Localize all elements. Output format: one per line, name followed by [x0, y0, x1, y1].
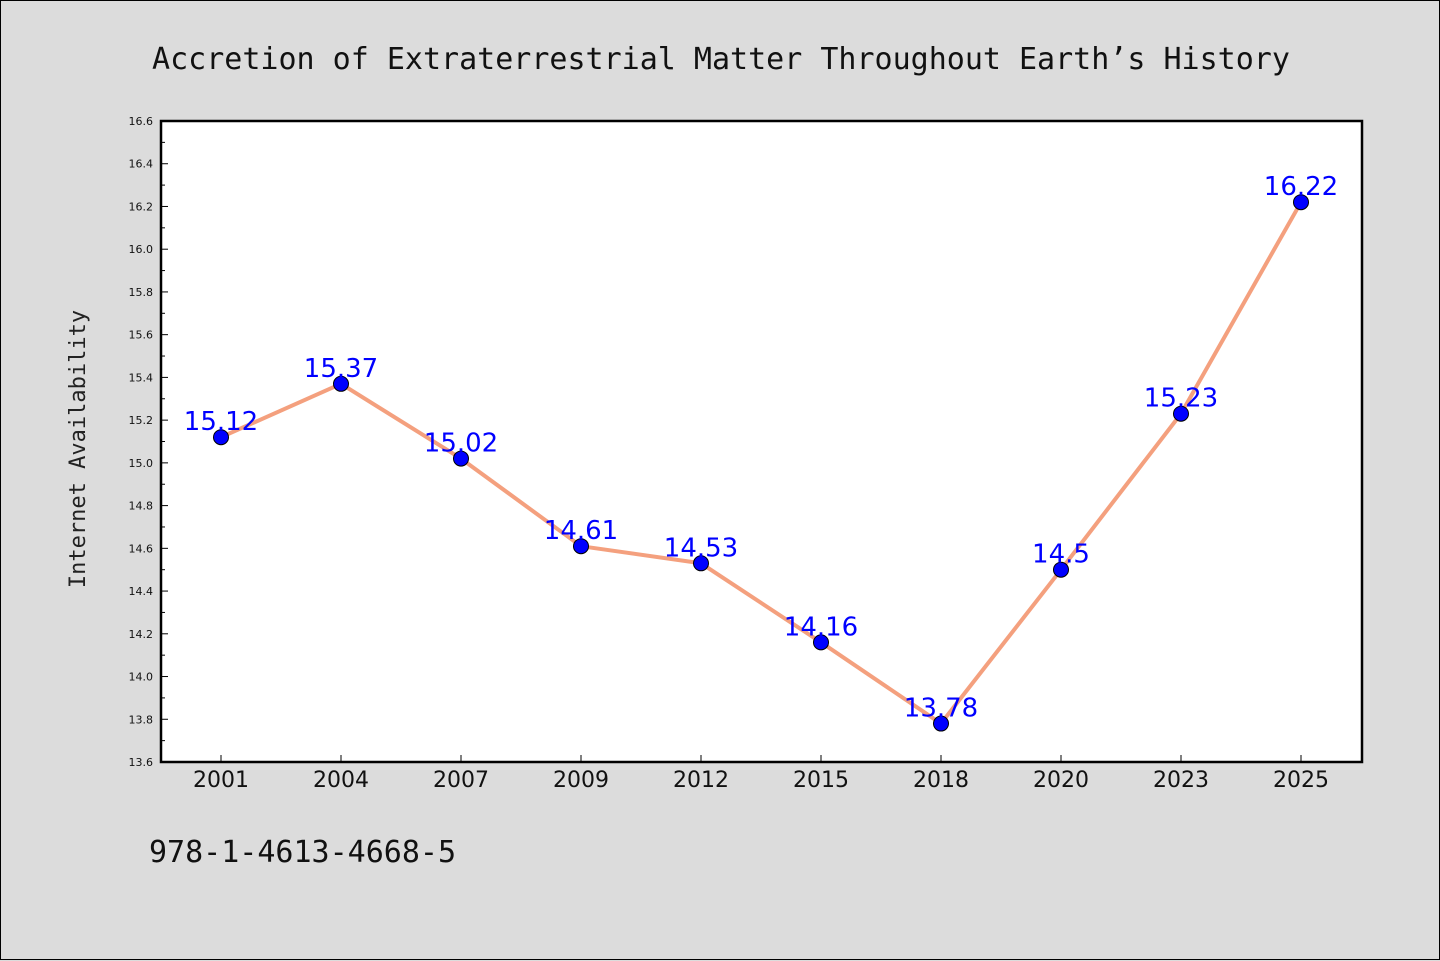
y-tick-label: 14.2	[129, 628, 154, 641]
data-point	[813, 634, 829, 651]
data-label: 15.23	[1144, 384, 1218, 414]
y-tick-label: 15.8	[129, 286, 154, 299]
y-tick-label: 14.6	[129, 542, 154, 555]
y-tick-label: 13.8	[129, 713, 154, 726]
data-label: 15.12	[184, 407, 258, 437]
chart-title: Accretion of Extraterrestrial Matter Thr…	[152, 42, 1290, 77]
series-line-group	[219, 200, 1303, 726]
y-tick-label: 15.2	[129, 414, 154, 427]
data-label: 15.02	[424, 429, 498, 459]
data-point	[1053, 561, 1069, 578]
data-label: 16.22	[1264, 172, 1338, 202]
x-tick-label: 2012	[673, 768, 729, 793]
data-label: 15.37	[304, 354, 378, 384]
series-line	[219, 200, 1303, 726]
y-tick-label: 15.0	[129, 457, 154, 470]
y-tick-label: 14.0	[129, 671, 154, 684]
x-tick-label: 2023	[1153, 768, 1209, 793]
x-tick-label: 2015	[793, 768, 849, 793]
data-point	[453, 450, 469, 467]
plot-area	[159, 119, 1364, 764]
y-tick-label: 14.8	[129, 500, 154, 513]
data-point	[933, 715, 949, 732]
y-axis-label: Internet Availability	[66, 310, 91, 588]
x-tick-label: 2004	[313, 768, 369, 793]
data-label: 14.61	[544, 516, 618, 546]
x-tick-label: 2020	[1033, 768, 1089, 793]
x-tick-label: 2007	[433, 768, 489, 793]
y-tick-label: 16.0	[129, 243, 154, 256]
x-tick-label: 2018	[913, 768, 969, 793]
data-label: 14.53	[664, 533, 738, 563]
data-points	[213, 194, 1309, 732]
data-point	[573, 538, 589, 555]
x-tick-label: 2025	[1273, 768, 1329, 793]
y-tick-label: 15.6	[129, 329, 154, 342]
y-axis-ticks: 13.6 13.8 14.0 14.2 14.4 14.6 14.8 15.0 15.2 15.4…	[129, 115, 168, 769]
y-tick-label: 13.6	[129, 756, 154, 769]
data-point	[333, 375, 349, 392]
y-tick-label: 14.4	[129, 585, 154, 598]
y-tick-label: 16.6	[129, 115, 154, 128]
data-label: 13.78	[904, 694, 978, 724]
data-labels: 15.12 15.37 15.02 14.61 14.53 14.16 13.78 14.5 1…	[184, 172, 1338, 723]
data-point	[1173, 405, 1189, 422]
x-axis-ticks: 2001 2004 2007 2009 2012 2015 2018 2020 2023 2025	[193, 755, 1329, 793]
x-tick-label: 2009	[553, 768, 609, 793]
y-tick-label: 16.2	[129, 200, 154, 213]
y-tick-label: 16.4	[129, 158, 154, 171]
isbn-text: 978-1-4613-4668-5	[149, 835, 457, 870]
data-point	[213, 429, 229, 446]
y-tick-label: 15.4	[129, 371, 154, 384]
data-label: 14.5	[1032, 540, 1090, 570]
data-label: 14.16	[784, 612, 858, 642]
data-point	[693, 555, 709, 572]
x-tick-label: 2001	[193, 768, 249, 793]
data-point	[1293, 194, 1309, 211]
